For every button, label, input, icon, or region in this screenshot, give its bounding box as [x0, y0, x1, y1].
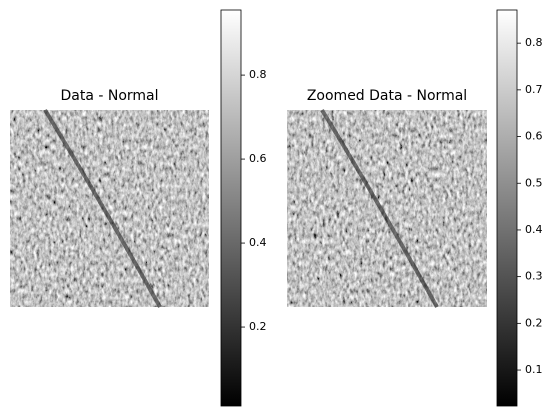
image-track — [320, 108, 439, 308]
colorbar-tick-label: 0.7 — [525, 83, 543, 96]
colorbar-tick-label: 0.2 — [525, 316, 543, 329]
colorbar-tick-label: 0.8 — [525, 36, 543, 49]
colorbar-tick-label: 0.6 — [525, 130, 543, 143]
image — [287, 110, 487, 307]
colorbar-tick-label: 0.5 — [525, 176, 543, 189]
colorbar-tick-label: 0.8 — [249, 68, 267, 81]
panel-title: Data - Normal — [60, 88, 158, 104]
colorbar-tick-label: 0.1 — [525, 363, 543, 376]
image-track — [43, 108, 162, 308]
colorbar — [496, 9, 518, 407]
colorbar-tick-label: 0.4 — [249, 236, 267, 249]
colorbar-tick-label: 0.2 — [249, 320, 267, 333]
image — [10, 110, 209, 307]
colorbar — [220, 9, 242, 407]
colorbar-tick-label: 0.6 — [249, 152, 267, 165]
colorbar-tick-label: 0.4 — [525, 223, 543, 236]
panel-title: Zoomed Data - Normal — [307, 88, 467, 104]
colorbar-tick-label: 0.3 — [525, 270, 543, 283]
